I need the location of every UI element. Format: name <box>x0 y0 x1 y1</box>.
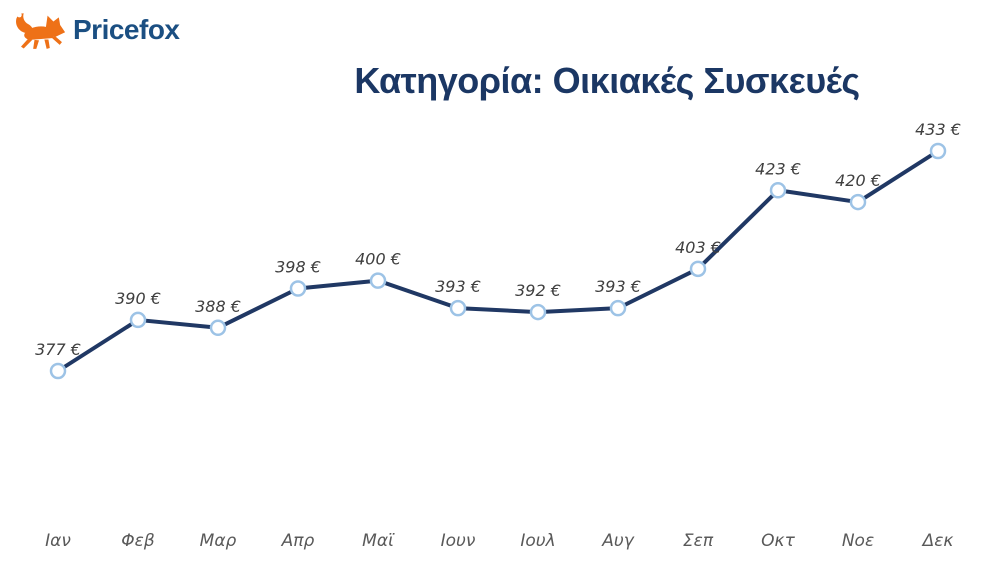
x-axis-label: Αυγ <box>601 531 634 551</box>
x-axis-label: Ιουλ <box>520 531 555 551</box>
fox-icon <box>16 12 66 49</box>
chart-title: Κατηγορία: Οικιακές Συσκευές <box>354 60 860 101</box>
data-point-marker <box>369 272 387 289</box>
x-axis-label: Ιουν <box>441 531 476 551</box>
x-axis-label: Μαρ <box>200 531 237 551</box>
data-point-label: 400 € <box>355 250 401 269</box>
data-point-marker <box>849 193 867 211</box>
data-point-label: 390 € <box>115 289 161 308</box>
x-axis-label: Ιαν <box>45 531 71 551</box>
data-point-label: 398 € <box>275 258 321 277</box>
data-point-marker <box>929 142 947 160</box>
pricefox-logo: Pricefox <box>12 8 180 52</box>
x-axis-label: Οκτ <box>761 531 795 551</box>
data-point-marker <box>609 299 627 317</box>
x-axis-label: Δεκ <box>921 531 954 551</box>
data-point-marker <box>289 280 307 297</box>
brand-name: Pricefox <box>73 14 180 45</box>
data-point-label: 393 € <box>435 277 481 296</box>
data-point-label: 393 € <box>595 277 641 296</box>
x-axis-label: Μαϊ <box>362 531 395 551</box>
data-point-label: 392 € <box>515 281 561 300</box>
x-axis-label: Φεβ <box>121 531 155 551</box>
data-point-marker <box>449 299 467 317</box>
x-axis-label: Νοε <box>842 531 874 551</box>
data-point-label: 403 € <box>675 238 721 257</box>
data-point-marker <box>689 260 707 278</box>
data-point-marker <box>529 303 547 321</box>
data-point-label: 388 € <box>195 297 241 316</box>
data-point-marker <box>769 182 787 199</box>
x-axis-label: Σεπ <box>683 531 714 551</box>
data-point-marker <box>49 362 67 380</box>
data-point-label: 377 € <box>35 340 81 359</box>
data-point-label: 423 € <box>755 159 801 178</box>
data-point-label: 420 € <box>835 171 881 190</box>
data-point-marker <box>129 311 147 329</box>
trend-line <box>56 149 940 373</box>
data-point-marker <box>209 319 227 337</box>
data-point-label: 433 € <box>915 120 961 139</box>
x-axis-label: Απρ <box>281 531 315 551</box>
